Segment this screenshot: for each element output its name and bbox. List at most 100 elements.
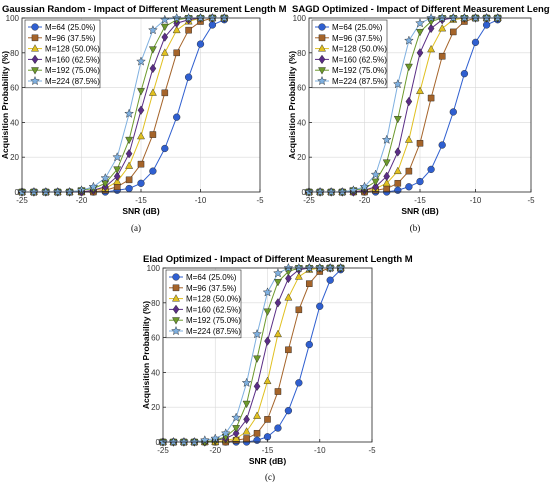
data-point [404, 135, 413, 143]
data-point [125, 136, 134, 145]
data-point [149, 63, 157, 74]
data-point [231, 412, 241, 422]
legend-label: M=224 (87.5%) [186, 327, 241, 336]
data-point [314, 262, 325, 273]
data-point [148, 88, 157, 96]
legend-label: M=160 (62.5%) [45, 55, 100, 64]
data-point [253, 381, 261, 391]
data-point [183, 12, 194, 23]
data-point [416, 86, 424, 94]
data-point [481, 12, 492, 23]
data-point [283, 262, 294, 273]
data-point [404, 63, 413, 72]
data-point [232, 425, 241, 433]
y-tick-label: 0 [302, 188, 307, 197]
data-point [100, 173, 111, 183]
y-tick-label: 40 [297, 118, 306, 127]
x-tick-label: -5 [256, 196, 264, 205]
legend-label: M=192 (75.0%) [332, 66, 387, 75]
data-point [137, 88, 145, 96]
data-point [160, 23, 169, 32]
x-tick-label: -15 [262, 446, 274, 455]
data-point [220, 428, 231, 438]
data-point [274, 298, 282, 308]
data-point [371, 178, 380, 186]
data-point [113, 171, 121, 182]
x-tick-label: -20 [359, 196, 371, 205]
data-point [125, 184, 133, 193]
data-point [438, 141, 446, 149]
data-point [326, 186, 336, 197]
data-point [274, 388, 282, 395]
data-point [101, 180, 110, 188]
y-tick-label: 100 [147, 264, 161, 273]
legend-label: M=128 (50.0%) [45, 45, 100, 54]
data-point [149, 131, 157, 138]
legend-marker [172, 294, 180, 302]
data-point [125, 149, 133, 159]
legend-marker [318, 54, 326, 65]
data-point [316, 302, 324, 310]
data-point [448, 12, 459, 23]
data-point [393, 116, 402, 124]
legend: M=64 (25.0%)M=96 (37.5%)M=128 (50.0%)M=1… [24, 19, 101, 89]
data-point [173, 49, 180, 57]
data-point [195, 12, 206, 23]
data-point [253, 411, 261, 419]
x-tick-label: -5 [368, 446, 376, 455]
data-point [284, 293, 293, 301]
data-point [241, 377, 252, 387]
data-point [382, 178, 391, 187]
data-point [262, 287, 273, 297]
data-point [306, 280, 313, 287]
y-tick-label: 20 [297, 153, 306, 162]
data-point [185, 26, 192, 34]
y-tick-label: 100 [6, 14, 20, 23]
legend-marker [172, 304, 180, 315]
x-tick-label: -20 [209, 446, 221, 455]
legend-marker [31, 34, 39, 42]
data-point [335, 262, 346, 273]
data-point [427, 44, 436, 53]
data-point [294, 272, 303, 280]
y-axis-label: Acquisition Probability (%) [141, 301, 151, 409]
data-point [427, 94, 435, 102]
data-point [252, 329, 262, 339]
y-tick-label: 60 [10, 84, 19, 93]
data-point [149, 167, 157, 175]
data-point [326, 276, 334, 284]
data-point [173, 113, 181, 121]
data-point [207, 12, 218, 23]
legend-marker [31, 23, 39, 31]
data-point [382, 159, 391, 167]
legend-label: M=64 (25.0%) [332, 23, 383, 32]
data-point [383, 185, 390, 192]
y-tick-label: 60 [151, 334, 160, 343]
x-tick-label: -25 [157, 446, 169, 455]
data-point [393, 166, 402, 175]
legend-marker [318, 44, 326, 52]
legend-marker [318, 67, 326, 75]
data-point [295, 306, 303, 314]
y-tick-label: 40 [151, 368, 160, 377]
data-point [161, 32, 169, 42]
legend-box [24, 19, 101, 89]
legend-marker [31, 67, 39, 75]
data-point [125, 161, 134, 169]
data-point [113, 166, 122, 174]
data-point [196, 40, 205, 48]
data-point [438, 24, 447, 32]
data-point [136, 56, 146, 66]
legend-marker [318, 23, 326, 31]
data-point [161, 144, 169, 153]
data-point [264, 336, 271, 346]
data-point [394, 186, 402, 194]
legend-label: M=64 (25.0%) [45, 23, 96, 32]
legend-marker [172, 273, 180, 281]
data-point [450, 28, 457, 36]
legend-box [311, 19, 388, 89]
data-point [52, 186, 63, 197]
chart-title: Gaussian Random - Impact of Different Me… [2, 4, 287, 15]
